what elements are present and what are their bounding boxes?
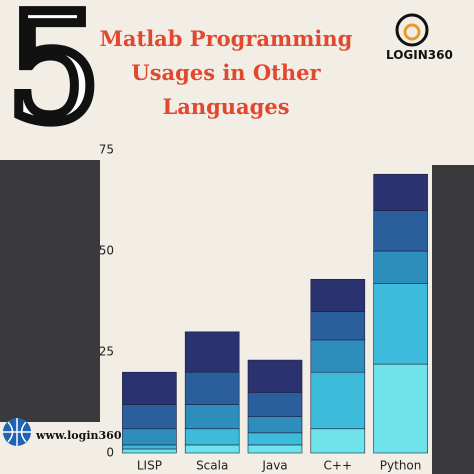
y-tick-label: 75 [99,143,114,157]
big-number: 5 [1,0,105,159]
brand: LOGIN360 [386,48,453,62]
y-tick-label: 0 [106,446,114,460]
bar-segment [122,371,177,405]
bar-segment [184,371,240,405]
bar-segment [184,404,240,430]
chart-title: Matlab Programming Usages in Other Langu… [99,26,353,119]
bar-segment [184,428,240,446]
globe-lines [3,418,31,446]
bar-segment [247,392,303,417]
x-tick-label: LISP [137,459,162,473]
bar-segment [247,359,303,393]
side-block [432,165,474,474]
bar-segment [122,428,177,446]
logo-mark [403,23,421,41]
bar-segment [373,363,428,454]
x-tick-label: C++ [324,459,353,473]
bar-segment [310,278,366,312]
y-tick-label: 25 [99,345,114,359]
bar-segment [184,444,240,454]
bar-segment [373,173,428,211]
side-block [0,160,100,422]
bar-segment [310,371,366,430]
bar-segment [310,339,366,373]
bar-segment [247,444,303,454]
y-tick-label: 50 [99,244,114,258]
x-tick-label: Java [261,459,287,473]
bar-segment [122,448,177,454]
bar-segment [310,311,366,341]
bar-segment [247,432,303,446]
bar-segment [373,210,428,252]
bar-segment [122,444,177,450]
bar-segment [373,283,428,365]
x-tick-label: Scala [196,459,228,473]
bar-segment [122,404,177,430]
bar-segment [310,428,366,454]
bar-segment [373,250,428,284]
bar-segment [184,331,240,373]
bar-segment [247,416,303,434]
x-tick-label: Python [380,459,422,473]
logo-ring [395,13,429,47]
website: www.login360.in [36,429,138,442]
